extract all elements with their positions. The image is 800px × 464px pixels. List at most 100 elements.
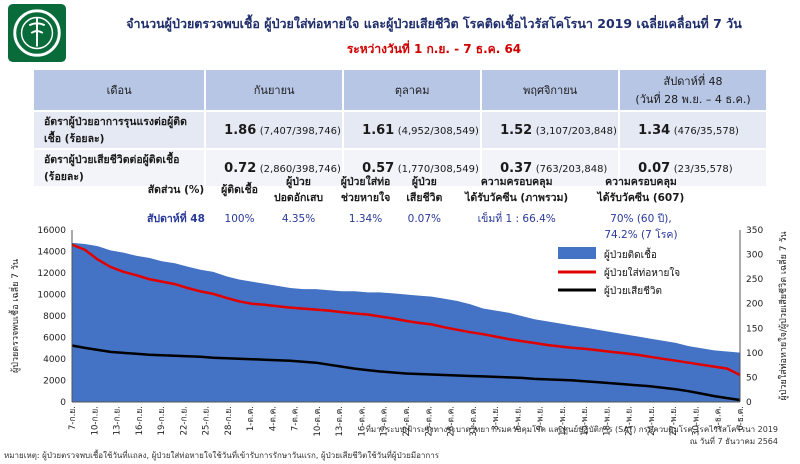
y2-tick-label: 150 [746, 324, 763, 334]
prop-value: 1.34% [348, 213, 383, 225]
legend-label: ผู้ป่วยใส่ท่อหายใจ [604, 267, 680, 279]
header-oct: ตุลาคม [343, 70, 483, 111]
x-tick-label: 19-ต.ค. [380, 406, 390, 437]
x-tick-label: 30-พ.ย. [691, 406, 701, 436]
x-tick-label: 25-ต.ค. [424, 406, 434, 437]
x-tick-label: 22-ต.ค. [402, 406, 412, 437]
table-cell: 1.34 (476/35,578) [619, 110, 768, 149]
x-tick-label: 25-ก.ย. [202, 406, 212, 435]
x-tick-label: 31-ต.ค. [469, 406, 479, 437]
y-tick-label: 4000 [43, 355, 66, 365]
x-tick-label: 3-ธ.ค. [714, 406, 724, 431]
proportion-table: สัดส่วน (%) ผู้ติดเชื้อ ผู้ป่วย ปอดอักเสบ… [138, 173, 698, 244]
prop-header: ผู้ป่วย เสียชีวิต [406, 176, 443, 204]
x-tick-label: 15-พ.ย. [580, 406, 590, 436]
prop-value: สัปดาห์ที่ 48 [147, 213, 205, 225]
prop-value: 0.07% [407, 213, 441, 225]
x-tick-label: 10-ก.ย. [90, 406, 100, 435]
y-tick-label: 8000 [43, 312, 66, 322]
y2-tick-label: 100 [746, 349, 763, 359]
page-title: จำนวนผู้ป่วยตรวจพบเชื้อ ผู้ป่วยใส่ท่อหาย… [126, 16, 742, 31]
prop-header: ผู้ป่วยใส่ท่อ ช่วยหายใจ [340, 176, 391, 204]
legend-label: ผู้ป่วยเสียชีวิต [604, 285, 662, 297]
x-tick-label: 7-ต.ค. [291, 406, 301, 431]
x-tick-label: 12-พ.ย. [558, 406, 568, 436]
y2-axis-title: ผู้ป่วยใส่ท่อหายใจ/ผู้ป่วยเสียชีวิต เฉลี… [776, 231, 789, 400]
prop-header: ผู้ติดเชื้อ [221, 184, 258, 196]
x-tick-label: 6-พ.ย. [513, 406, 523, 430]
y-axis-title: ผู้ป่วยตรวจพบเชื้อ เฉลี่ย 7 วัน [8, 259, 21, 373]
prop-header: สัดส่วน (%) [147, 184, 205, 196]
header-sep: กันยายน [205, 70, 345, 111]
table-cell: 1.86 (7,407/398,746) [205, 110, 345, 149]
as-of-date: ณ วันที่ 7 ธันวาคม 2564 [689, 437, 778, 446]
x-tick-label: 21-พ.ย. [625, 406, 635, 436]
footnote: หมายเหตุ: ผู้ป่วยตรวจพบเชื้อใช้วันที่แถล… [4, 451, 440, 460]
y-tick-label: 14000 [37, 248, 66, 258]
y-tick-label: 6000 [43, 334, 66, 344]
x-tick-label: 1-ต.ค. [246, 406, 256, 431]
header-week48: สัปดาห์ที่ 48 (วันที่ 28 พ.ย. – 4 ธ.ค.) [619, 70, 768, 111]
prop-value: 100% [224, 213, 255, 225]
x-tick-label: 4-ต.ค. [268, 406, 278, 431]
moph-emblem-icon [8, 4, 66, 62]
row-label: อัตราผู้ป่วยอาการรุนแรงต่อผู้ติดเชื้อ (ร… [34, 110, 207, 149]
table-header-row: เดือน กันยายน ตุลาคม พฤศจิกายน สัปดาห์ที… [34, 70, 768, 111]
header-banner: จำนวนผู้ป่วยตรวจพบเชื้อ ผู้ป่วยใส่ท่อหาย… [0, 0, 800, 70]
intubated-line-series [71, 243, 741, 377]
proportion-header-row: สัดส่วน (%) ผู้ติดเชื้อ ผู้ป่วย ปอดอักเสบ… [138, 173, 698, 207]
y-tick-label: 2000 [43, 377, 66, 387]
prop-header: ผู้ป่วย ปอดอักเสบ [273, 176, 324, 204]
proportion-value-row: สัปดาห์ที่ 48 100% 4.35% 1.34% 0.07% เข็… [138, 207, 698, 244]
x-tick-label: 7-ก.ย. [68, 406, 78, 430]
x-tick-label: 22-ก.ย. [179, 406, 189, 435]
prop-header: ความครอบคลุม ได้รับวัคซีน (607) [597, 176, 685, 204]
x-tick-label: 13-ต.ค. [335, 406, 345, 437]
table-cell: 1.61 (4,952/308,549) [343, 110, 483, 149]
x-tick-label: 16-ต.ค. [357, 406, 367, 437]
prop-value: เข็มที่ 1 : 66.4% [477, 213, 556, 225]
monthly-rate-table: เดือน กันยายน ตุลาคม พฤศจิกายน สัปดาห์ที… [34, 70, 768, 186]
x-tick-label: 27-พ.ย. [669, 406, 679, 436]
y-tick-label: 16000 [37, 226, 66, 236]
y2-tick-label: 0 [746, 398, 752, 408]
table-cell: 0.72 (2,860/398,746) [205, 148, 345, 186]
y-tick-label: 10000 [37, 291, 66, 301]
table-row: อัตราผู้ป่วยอาการรุนแรงต่อผู้ติดเชื้อ (ร… [34, 110, 768, 149]
trend-chart: 0 2000 4000 6000 8000 10000 12000 14000 16000 0 50… [8, 226, 789, 437]
x-tick-label: 28-ก.ย. [224, 406, 234, 435]
table-row: อัตราผู้ป่วยเสียชีวิตต่อผู้ติดเชื้อ (ร้อ… [34, 148, 768, 186]
x-tick-label: 19-ก.ย. [157, 406, 167, 435]
x-tick-label: 16-ก.ย. [135, 406, 145, 435]
x-tick-label: 9-พ.ย. [536, 406, 546, 430]
x-tick-label: 3-พ.ย. [491, 406, 501, 430]
x-tick-label: 28-ต.ค. [447, 406, 457, 437]
legend-swatch-infected [558, 247, 596, 259]
table-cell: 0.37 (763/203,848) [481, 148, 621, 186]
chart-sources: ที่มา: ระบบเฝ้าระวังทางระบาดวิทยา กรมควบ… [366, 424, 778, 448]
source-text: ที่มา: ระบบเฝ้าระวังทางระบาดวิทยา กรมควบ… [365, 425, 778, 434]
x-tick-label: 6-ธ.ค. [736, 406, 746, 431]
y2-tick-label: 200 [746, 300, 763, 310]
legend-label: ผู้ป่วยติดเชื้อ [604, 247, 657, 261]
x-tick-label: 18-พ.ย. [602, 406, 612, 436]
infected-area-series [72, 242, 740, 402]
y-tick-label: 0 [60, 398, 66, 408]
x-tick-label: 10-ต.ค. [313, 406, 323, 437]
prop-value: 4.35% [281, 213, 316, 225]
prop-header: ความครอบคลุม ได้รับวัคซีน (ภาพรวม) [465, 176, 569, 204]
y2-tick-label: 350 [746, 226, 763, 236]
x-tick-label: 24-พ.ย. [647, 406, 657, 436]
header-month: เดือน [34, 70, 207, 111]
y-tick-label: 12000 [37, 269, 66, 279]
table-cell: 0.57 (1,770/308,549) [343, 148, 483, 186]
y2-tick-label: 300 [746, 251, 763, 261]
table-cell: 1.52 (3,107/203,848) [481, 110, 621, 149]
table-cell: 0.07 (23/35,578) [619, 148, 768, 186]
x-tick-label: 13-ก.ย. [113, 406, 123, 435]
deaths-line-series [71, 344, 741, 402]
y2-tick-label: 250 [746, 275, 763, 285]
y2-tick-label: 50 [746, 373, 758, 383]
row-label: อัตราผู้ป่วยเสียชีวิตต่อผู้ติดเชื้อ (ร้อ… [34, 148, 207, 186]
page-subtitle: ระหว่างวันที่ 1 ก.ย. - 7 ธ.ค. 64 [346, 42, 522, 56]
